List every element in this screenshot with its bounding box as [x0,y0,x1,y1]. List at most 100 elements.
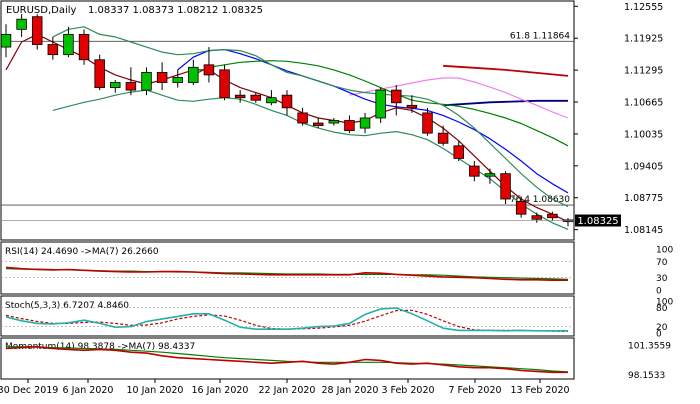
x-tick-label: 10 Jan 2020 [127,385,184,396]
price-marks [0,14,574,230]
price-tick-label: 1.12555 [624,2,663,13]
candle-body [31,16,43,45]
candle [266,90,277,106]
x-tick-label: 28 Jan 2020 [322,385,379,396]
price-tick-label: 1.10035 [624,129,663,140]
price-tick-label: 1.11295 [624,66,663,77]
candle-body [94,59,105,88]
moving-average-line [177,48,569,194]
symbol-label: EURUSD,Daily [6,5,77,16]
candle-body [141,71,152,91]
price-tick-label: 1.08775 [624,193,663,204]
momentum-tick-label: 101.3559 [628,342,671,352]
candle [172,69,183,88]
x-tick-label: 22 Jan 2020 [259,385,316,396]
candle-body [297,112,308,124]
stoch-tick-label: 100 [656,298,673,308]
rsi-panel [0,241,575,295]
x-tick-label: 7 Feb 2020 [448,385,501,396]
candle-body [266,97,277,104]
rsi-tick-label: 0 [656,287,662,297]
candle-body [312,122,324,126]
last-price-box [575,214,621,227]
price-axis: 1.12555 1.11925 1.11295 1.10665 1.10035 1.094… [574,2,663,236]
rsi-label: RSI(14) 24.4690 ->MA(7) 26.2660 [5,247,159,257]
candle-body [78,34,90,61]
momentum-main-line [5,345,568,374]
moving-average-line [443,99,568,107]
candle-body [16,18,27,30]
x-tick-label: 6 Jan 2020 [63,385,114,396]
candle-body [47,44,59,56]
momentum-tick-label: 98.1533 [628,371,665,381]
candle [47,36,59,60]
candle-body [328,120,340,124]
x-tick-label: 13 Feb 2020 [510,385,569,396]
rsi-tick-label: 70 [656,258,668,268]
price-tick-label: 1.09405 [624,161,663,172]
momentum-axis: 101.3559 98.1533 [628,342,671,381]
stoch-tick-label: 80 [656,304,668,314]
candle-body [281,94,293,109]
candle [437,125,449,146]
candle [344,115,355,134]
moving-average-line [52,26,569,208]
stoch-tick-label: 20 [656,323,668,333]
x-axis: 30 Dec 2019 6 Jan 2020 10 Jan 2020 16 Jan 2… [0,379,570,396]
candle [484,168,496,184]
candle-body [63,34,74,56]
fib-level-label: 61.8 1.11864 [510,31,570,41]
candle [547,211,558,221]
stoch-marks [1,307,574,332]
candle-body [484,173,496,177]
candle-body [469,165,480,177]
candle [297,107,308,126]
candle [16,14,27,37]
candle-body [203,64,215,76]
candle-body [110,82,121,88]
last-price-marker: 1.08325 [575,214,621,227]
candle-body [515,201,527,215]
stoch-tick-label: 0 [656,330,662,340]
candle-body [250,94,262,101]
rsi-axis: 100 70 30 0 [656,246,673,297]
momentum-panel [0,337,575,380]
x-tick-label: 3 Feb 2020 [381,385,434,396]
candle [406,95,418,113]
candle-body [359,117,371,129]
candle [422,107,433,136]
x-tick-label: 16 Jan 2020 [192,385,249,396]
x-tick-label: 30 Dec 2019 [0,385,58,396]
candle-body [406,104,418,109]
price-tick-label: 1.10665 [624,98,663,109]
candle [500,171,511,205]
candle [125,67,137,96]
candle-body [531,215,543,220]
rsi-tick-label: 100 [656,246,673,256]
candle-body [125,82,137,91]
candle [31,14,43,50]
candle-body [391,89,402,104]
candle [156,62,168,91]
rsi-marks [1,260,574,282]
candle-body [156,71,168,83]
moving-average-line [443,64,569,77]
candle [359,112,371,134]
stoch-label: Stoch(5,3,3) 6.7207 4.8460 [5,301,129,311]
candle [141,67,152,96]
price-grid: 61.8 1.11864 76.4 1.08630 [1,31,574,206]
candle [63,26,74,58]
candle-body [172,77,183,83]
candle [0,24,12,58]
momentum-label: Momentum(14) 98.3878 ->MA(7) 98.4337 [5,342,195,352]
candle [391,85,402,116]
rsi-tick-label: 30 [656,274,668,284]
last-price-text: 1.08325 [577,216,618,227]
stoch-main-line [5,307,568,332]
candle-body [453,145,464,159]
momentum-marks [5,345,569,374]
candle [203,47,215,83]
